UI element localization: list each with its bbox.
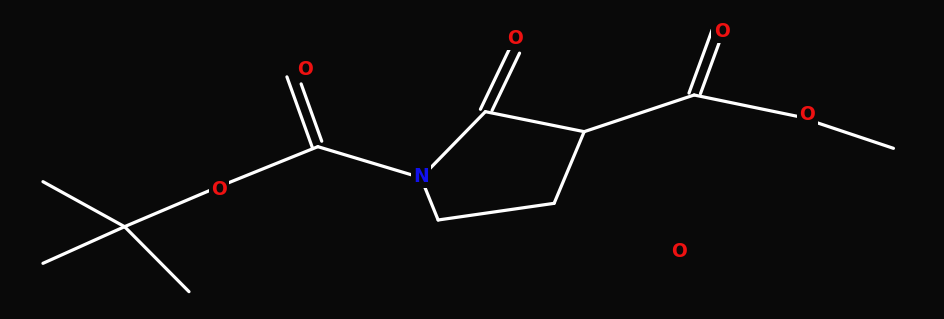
Text: O: O — [713, 22, 729, 41]
Text: N: N — [413, 167, 429, 186]
Text: O: O — [296, 61, 312, 79]
Text: O: O — [799, 106, 815, 124]
Text: O: O — [507, 29, 523, 48]
Text: O: O — [211, 181, 227, 199]
Text: O: O — [670, 242, 686, 261]
